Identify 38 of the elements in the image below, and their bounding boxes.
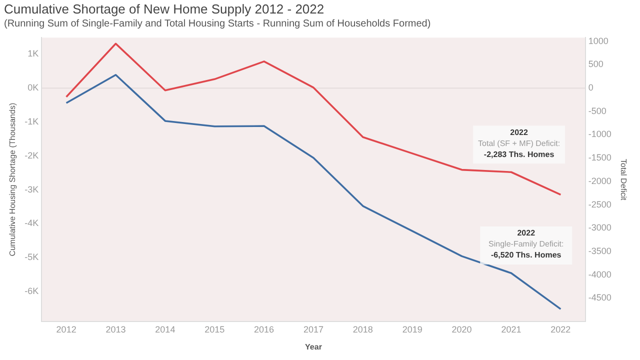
x-axis-title: Year bbox=[305, 342, 322, 352]
x-tick-label: 2017 bbox=[303, 324, 324, 334]
y-tick-label: -3K bbox=[24, 184, 39, 194]
y2-tick-label: -2000 bbox=[588, 176, 612, 186]
x-tick-label: 2020 bbox=[452, 324, 472, 334]
y2-tick-label: -3500 bbox=[588, 246, 612, 256]
y-axis-title: Cumulative Housing Shortage (Thousands) bbox=[8, 102, 18, 256]
y-tick-label: 1K bbox=[28, 48, 39, 59]
x-tick-label: 2021 bbox=[501, 324, 522, 334]
y2-tick-label: -3000 bbox=[588, 222, 612, 233]
y2-tick-label: -2500 bbox=[588, 199, 612, 210]
x-tick-label: 2018 bbox=[352, 324, 373, 334]
y2-tick-label: -4500 bbox=[588, 292, 612, 303]
y2-tick-label: -1500 bbox=[588, 152, 612, 163]
x-tick-label: 2019 bbox=[402, 324, 422, 334]
y2-tick-label: -4000 bbox=[588, 269, 612, 280]
x-tick-label: 2014 bbox=[155, 324, 176, 334]
y2-axis-title: Total Deficit bbox=[618, 158, 628, 202]
y-tick-label: -6K bbox=[24, 286, 39, 296]
x-tick-label: 2012 bbox=[56, 324, 76, 334]
y-tick-label: -2K bbox=[24, 150, 39, 160]
x-tick-label: 2013 bbox=[106, 324, 126, 334]
y-tick-label: -4K bbox=[24, 218, 39, 228]
y-tick-label: -5K bbox=[24, 252, 39, 262]
y2-tick-label: 1000 bbox=[588, 36, 608, 46]
chart-subtitle: (Running Sum of Single-Family and Total Housing Starts - Running Sum of Households Formed) bbox=[4, 18, 431, 30]
x-tick-label: 2015 bbox=[204, 324, 225, 334]
y2-tick-label: -1000 bbox=[588, 129, 612, 140]
annotation: 2022 Total (SF + MF) Deficit: -2,283 Ths. Homes bbox=[478, 128, 560, 159]
y2-tick-label: 500 bbox=[588, 59, 604, 70]
y2-tick-label: 0 bbox=[588, 82, 594, 93]
y2-tick-label: -500 bbox=[588, 106, 606, 116]
x-tick-label: 2022 bbox=[550, 324, 571, 334]
y-tick-label: 0K bbox=[28, 82, 39, 93]
y-tick-label: -1K bbox=[24, 116, 39, 126]
chart-title: Cumulative Shortage of New Home Supply 2012 - 2022 bbox=[4, 1, 324, 16]
annotation: 2022 Single-Family Deficit: -6,520 Ths. Homes bbox=[488, 228, 564, 260]
x-tick-label: 2016 bbox=[254, 324, 274, 334]
